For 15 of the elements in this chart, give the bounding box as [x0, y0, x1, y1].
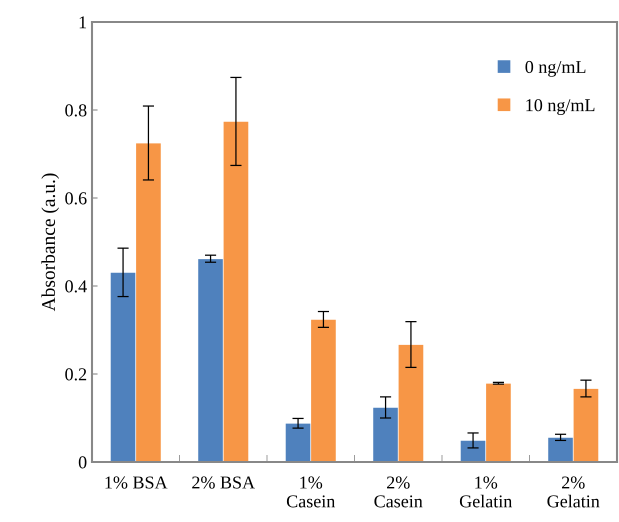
y-axis-title: Absorbance (a.u.) — [41, 173, 60, 312]
x-tick-label: 2% Casein — [374, 476, 423, 508]
x-tick-label: 2% Gelatin — [547, 476, 600, 508]
y-tick-label: 0.6 — [65, 192, 87, 205]
y-tick-label: 0.2 — [65, 368, 86, 381]
x-tick-label: 1% Gelatin — [460, 476, 512, 508]
x-tick-label: 1% Casein — [286, 476, 336, 508]
x-tick-label: 1% BSA — [105, 476, 168, 489]
legend-label: 10 ng/mL — [526, 99, 594, 115]
y-tick-label: 0 — [78, 456, 86, 468]
x-tick-label: 2% BSA — [192, 476, 255, 489]
legend-label: 0 ng/mL — [525, 60, 586, 77]
y-tick-label: 0.4 — [65, 280, 87, 293]
y-tick-label: 1 — [80, 16, 86, 28]
y-tick-label: 0.8 — [65, 104, 86, 117]
